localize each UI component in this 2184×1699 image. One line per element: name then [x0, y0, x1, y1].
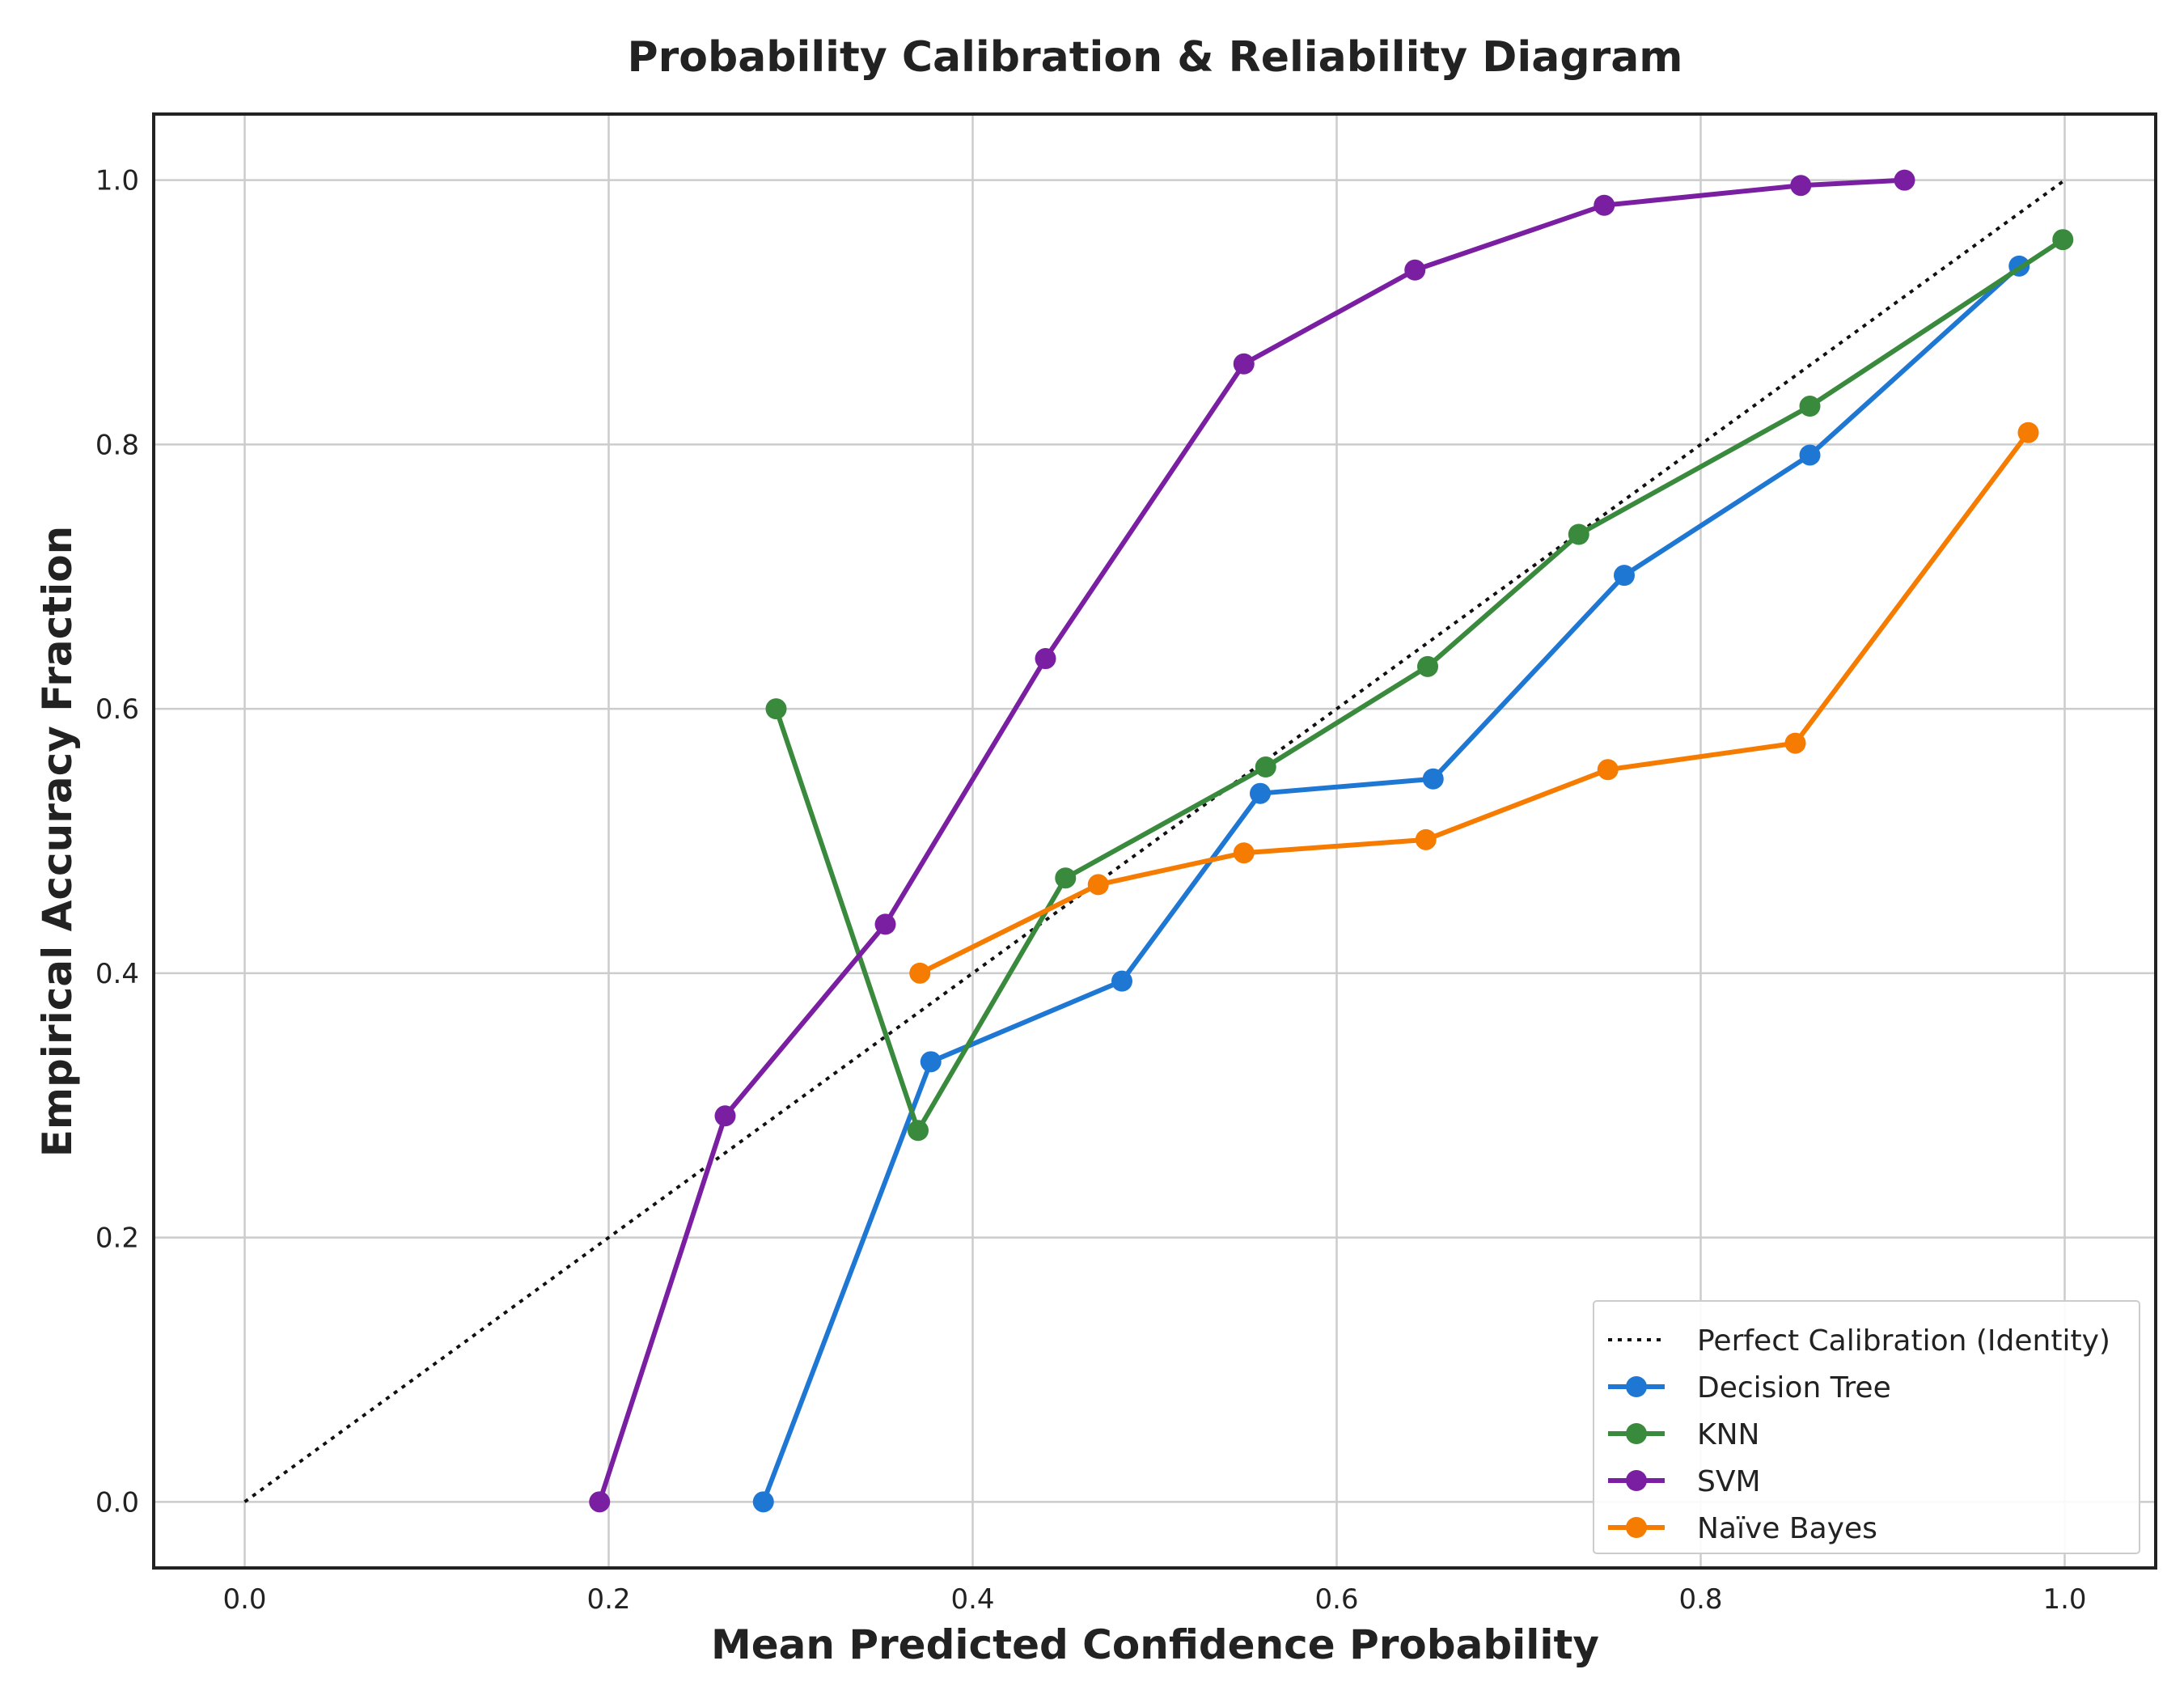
data-point-svm	[1894, 169, 1915, 191]
x-tick-label: 1.0	[2042, 1583, 2086, 1616]
x-tick-label: 0.0	[222, 1583, 266, 1616]
y-axis-ticks: 0.0 0.2 0.4 0.6 0.8 1.0	[95, 165, 139, 1519]
legend-marker-na-ve-bayes	[1626, 1517, 1647, 1538]
legend-marker-decision-tree	[1626, 1376, 1647, 1397]
data-point-svm	[874, 913, 896, 935]
chart-title: Probability Calibration & Reliability Di…	[627, 33, 1682, 82]
data-point-decision-tree	[920, 1051, 942, 1073]
data-point-svm	[589, 1491, 611, 1513]
series-line-knn	[773, 237, 2064, 1133]
data-point-na-ve-bayes	[1597, 759, 1619, 781]
series-na-ve-bayes	[909, 422, 2039, 984]
y-tick-label: 0.0	[95, 1486, 139, 1519]
data-point-knn	[1417, 655, 1438, 677]
x-tick-label: 0.6	[1314, 1583, 1358, 1616]
y-axis-label: Empirical Accuracy Fraction	[34, 526, 81, 1158]
series-line-na-ve-bayes	[918, 430, 2030, 976]
y-tick-label: 0.8	[95, 429, 139, 461]
data-point-knn	[1055, 867, 1077, 889]
data-point-na-ve-bayes	[1784, 732, 1806, 754]
data-point-decision-tree	[1799, 444, 1821, 466]
data-point-knn	[1799, 396, 1821, 417]
data-point-decision-tree	[1250, 782, 1271, 804]
legend-marker-svm	[1626, 1470, 1647, 1491]
data-point-na-ve-bayes	[909, 962, 931, 984]
perfect-calibration-line	[243, 179, 2066, 1503]
series-line-decision-tree	[760, 264, 2021, 1503]
data-point-decision-tree	[752, 1491, 774, 1513]
data-point-na-ve-bayes	[2017, 422, 2039, 443]
legend-label-knn: KNN	[1697, 1418, 1759, 1451]
data-point-knn	[765, 698, 787, 720]
data-point-na-ve-bayes	[1415, 828, 1437, 850]
data-point-knn	[2052, 229, 2074, 251]
data-point-decision-tree	[1111, 970, 1132, 992]
data-point-svm	[1404, 259, 1426, 281]
legend: Perfect Calibration (Identity) Decision T…	[1593, 1300, 2140, 1554]
x-tick-label: 0.4	[950, 1583, 994, 1616]
y-tick-label: 0.6	[95, 693, 139, 726]
plot-frame	[152, 112, 2157, 1570]
x-tick-label: 0.8	[1678, 1583, 1722, 1616]
data-point-decision-tree	[1614, 565, 1635, 587]
series-svm	[589, 169, 1915, 1513]
data-point-svm	[714, 1105, 736, 1127]
legend-label-decision-tree: Decision Tree	[1697, 1371, 1891, 1405]
reference-line-group	[243, 179, 2066, 1503]
legend-label-na-ve-bayes: Naïve Bayes	[1697, 1512, 1877, 1545]
data-point-knn	[908, 1120, 929, 1142]
data-point-svm	[1790, 175, 1812, 197]
y-tick-label: 0.4	[95, 958, 139, 990]
data-point-decision-tree	[1422, 768, 1444, 790]
series-decision-tree	[752, 255, 2030, 1513]
x-axis-label: Mean Predicted Confidence Probability	[711, 1621, 1599, 1668]
data-point-svm	[1035, 648, 1056, 670]
x-tick-label: 0.2	[586, 1583, 630, 1616]
data-point-svm	[1233, 353, 1255, 375]
data-point-knn	[1568, 523, 1589, 545]
x-axis-ticks: 0.0 0.2 0.4 0.6 0.8 1.0	[222, 1583, 2086, 1616]
legend-box	[1593, 1300, 2140, 1554]
data-point-svm	[1594, 194, 1615, 216]
legend-label-svm: SVM	[1697, 1465, 1761, 1498]
data-point-knn	[1255, 756, 1276, 778]
series-knn	[765, 229, 2074, 1142]
y-tick-label: 1.0	[95, 165, 139, 197]
series-group	[589, 169, 2074, 1513]
data-point-na-ve-bayes	[1233, 842, 1255, 864]
data-point-na-ve-bayes	[1087, 874, 1109, 896]
legend-label-perfect-calibration-identity: Perfect Calibration (Identity)	[1697, 1324, 2110, 1358]
legend-marker-knn	[1626, 1423, 1647, 1444]
y-tick-label: 0.2	[95, 1222, 139, 1255]
